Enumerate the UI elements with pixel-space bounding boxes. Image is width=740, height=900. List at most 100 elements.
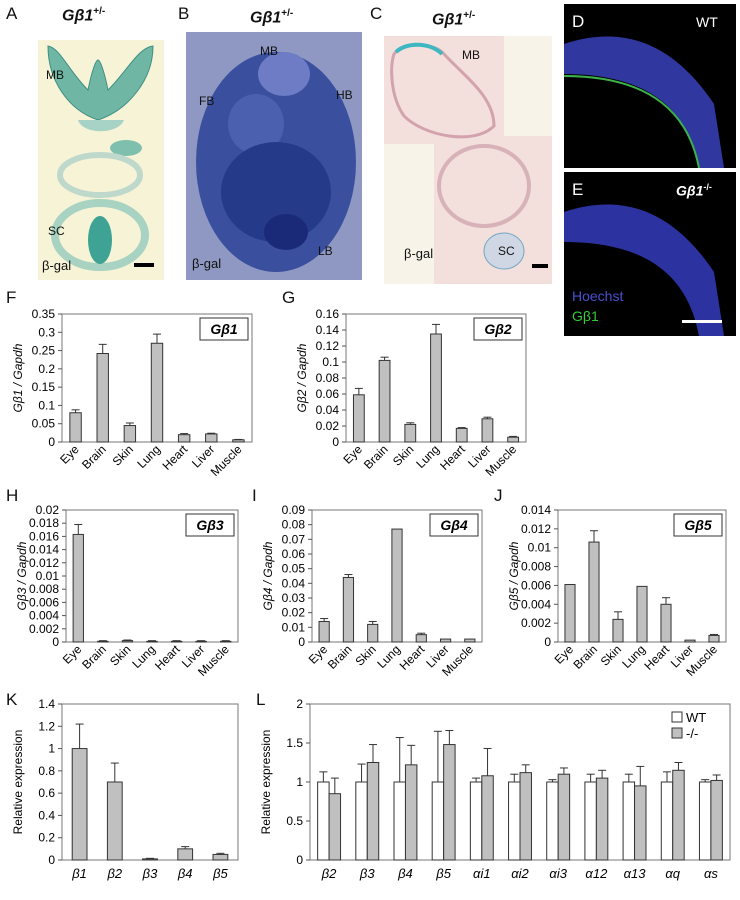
y-tick-label: 0.3 <box>38 325 55 339</box>
bar <box>69 412 82 443</box>
y-axis-label: Relative expression <box>11 730 25 835</box>
chart-title: Gβ5 <box>684 517 712 533</box>
panel-e-tag-sup: -/- <box>703 182 712 192</box>
y-tick-label: 0.006 <box>29 595 59 609</box>
y-tick-label: 0 <box>332 435 339 449</box>
bar <box>72 533 84 643</box>
bar <box>636 585 648 643</box>
y-tick-label: 0 <box>48 853 55 867</box>
bar <box>342 576 355 643</box>
y-tick-label: 0.02 <box>36 503 60 517</box>
chart-title: Gβ1 <box>210 321 238 337</box>
bar <box>378 359 391 443</box>
x-tick-label: Heart <box>160 442 191 473</box>
bar <box>220 640 232 643</box>
panel-d-image: D WT <box>564 4 736 168</box>
y-axis-label: Gβ1 / Gapdh <box>11 343 25 412</box>
y-tick-label: 0.02 <box>316 419 340 433</box>
bar <box>564 583 576 643</box>
x-tick-label: Lung <box>374 642 403 671</box>
chart-title-box <box>199 317 249 341</box>
bar <box>519 772 532 861</box>
panel-e-tag-base: Gβ1 <box>676 182 704 199</box>
bar <box>660 781 674 861</box>
bar <box>123 425 137 443</box>
x-tick-label: αi3 <box>549 866 567 881</box>
x-tick-label: Heart <box>397 642 428 673</box>
panel-e-tag: Gβ1-/- <box>676 182 712 199</box>
legend-swatch <box>671 711 683 723</box>
y-tick-label: 0.07 <box>282 532 306 546</box>
y-tick-label: 0.01 <box>528 541 552 555</box>
panel-c-label-mb: MB <box>462 48 480 62</box>
panel-b-image <box>186 32 362 280</box>
chart-title-box <box>185 513 235 537</box>
bar <box>469 781 483 861</box>
y-tick-label: 0.08 <box>282 518 306 532</box>
bar <box>439 638 452 643</box>
panel-c-genotype-base: Gβ1 <box>432 11 464 29</box>
panel-h-letter: H <box>6 486 19 505</box>
panel-a-label-mb: MB <box>46 68 64 82</box>
panel-b-label-lb: LB <box>318 244 333 258</box>
chart-gb3: 00.0020.0040.0060.0080.010.0120.0140.016… <box>15 503 239 679</box>
y-tick-label: 0.008 <box>29 582 59 596</box>
panel-b-label-fb: FB <box>199 94 215 108</box>
panel-a-scale-bar <box>134 263 154 267</box>
panel-b-genotype-base: Gβ1 <box>250 9 282 27</box>
bar <box>366 762 380 861</box>
x-tick-label: αq <box>665 866 680 881</box>
legend-swatch <box>671 727 683 739</box>
panel-a-stain: β-gal <box>42 258 72 273</box>
bar <box>404 423 417 443</box>
bar <box>355 781 368 861</box>
panel-a-tissue <box>47 45 154 271</box>
bar <box>328 793 342 861</box>
x-tick-label: Brain <box>79 442 109 472</box>
y-tick-label: 0.014 <box>521 503 551 517</box>
panel-d-fluorescence <box>564 36 724 168</box>
y-tick-label: 0.05 <box>282 562 306 576</box>
panel-f-letter: F <box>6 288 17 307</box>
y-tick-label: 0.1 <box>38 398 55 412</box>
bar <box>622 781 636 861</box>
bar <box>146 640 158 643</box>
x-tick-label: β5 <box>435 866 451 881</box>
panel-b-genotype-sup: +/- <box>281 8 294 19</box>
bar <box>317 781 330 861</box>
bar <box>584 781 597 861</box>
chart-title-box <box>673 513 723 537</box>
y-tick-label: 0.014 <box>29 543 59 557</box>
chart-gb4: 00.010.020.030.040.050.060.070.080.09 Gβ4… <box>261 503 483 679</box>
panel-c-genotype: Gβ1+/- <box>432 10 475 29</box>
chart-title-box <box>429 513 479 537</box>
panel-c-genotype-sup: +/- <box>463 10 476 21</box>
bar <box>672 769 685 861</box>
panel-j-letter: J <box>494 486 503 505</box>
y-tick-label: 0.06 <box>316 387 340 401</box>
bar <box>464 638 476 643</box>
y-tick-label: 0.6 <box>38 786 55 800</box>
y-tick-label: 1 <box>48 742 55 756</box>
bar <box>177 434 191 443</box>
y-tick-label: 0.06 <box>282 547 306 561</box>
y-tick-label: 0.15 <box>32 380 56 394</box>
panel-c-letter: C <box>370 4 383 23</box>
panel-a-genotype-sup: +/- <box>93 6 106 17</box>
y-tick-label: 0.002 <box>29 622 59 636</box>
bar <box>177 848 194 861</box>
panel-b-label-hb: HB <box>336 88 353 102</box>
y-axis-label: Relative expression <box>259 730 273 835</box>
bar <box>546 781 559 861</box>
bar <box>660 603 672 643</box>
x-tick-label: Skin <box>390 442 416 468</box>
y-tick-label: 0 <box>298 635 305 649</box>
bar <box>352 394 365 443</box>
x-tick-label: β4 <box>177 866 193 881</box>
bar <box>431 781 445 861</box>
chart-gb5: 0 0.002 0.004 0.006 0.008 0.01 0.012 0.014 Gβ5 /… <box>507 503 727 679</box>
bar <box>684 639 696 643</box>
x-tick-label: β3 <box>142 866 158 881</box>
bar <box>455 427 468 443</box>
y-tick-label: 0.1 <box>322 355 339 369</box>
